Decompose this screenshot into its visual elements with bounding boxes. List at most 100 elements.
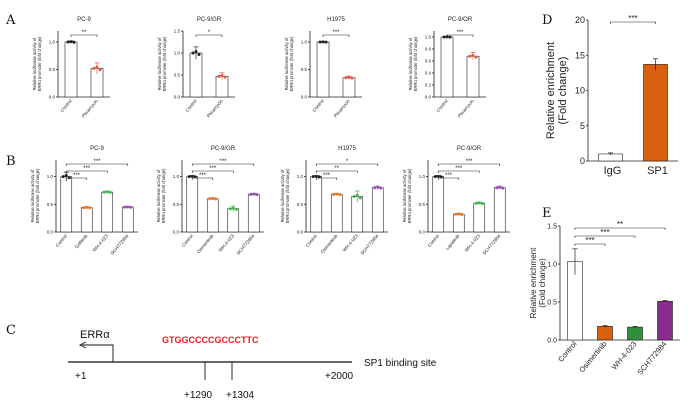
data-point bbox=[474, 55, 478, 59]
y-tick-label: 0 bbox=[580, 156, 585, 166]
gene-label: ERRα bbox=[80, 329, 110, 341]
bar bbox=[80, 207, 93, 233]
sig-bracket bbox=[446, 34, 474, 37]
bar bbox=[247, 194, 260, 233]
bar bbox=[60, 176, 73, 233]
panel-label-d: D bbox=[542, 13, 552, 28]
chart-title: PC-9/OR bbox=[448, 17, 473, 23]
y-tick-label: 1.0 bbox=[301, 40, 308, 45]
chart-e: 0.0 0.5 1.0 1.5 Relative enrichment (Fold cha… bbox=[529, 220, 680, 377]
y-axis-label: (Fold change) bbox=[557, 57, 569, 125]
chart-title: H1975 bbox=[338, 146, 356, 152]
data-point bbox=[208, 197, 212, 201]
sig-bracket bbox=[65, 170, 108, 173]
y-axis-label: ERRα promoter (fold change) bbox=[289, 36, 294, 91]
data-point bbox=[214, 197, 218, 201]
category-label: Lapatinib bbox=[445, 233, 461, 251]
data-point bbox=[358, 196, 362, 200]
category-label: Control bbox=[55, 233, 68, 248]
category-label: WH-4-023 bbox=[342, 233, 360, 253]
y-axis-label: ERRα promoter (fold change) bbox=[161, 168, 166, 223]
category-label: WH-4-023 bbox=[218, 233, 236, 253]
data-point bbox=[123, 205, 127, 209]
category-label: Osimertinib bbox=[320, 233, 339, 254]
chart-b3: 0.0 0.5 1.0 Relative luciferase activity of… bbox=[280, 146, 388, 256]
data-point bbox=[72, 40, 76, 44]
data-point bbox=[211, 197, 215, 201]
bar bbox=[473, 202, 486, 233]
category-label: Osimertinib bbox=[577, 340, 608, 375]
data-point bbox=[85, 205, 89, 209]
category-label: Control bbox=[181, 233, 194, 248]
data-point bbox=[223, 75, 227, 79]
data-point bbox=[471, 53, 475, 57]
y-tick-label: 1.0 bbox=[425, 35, 432, 40]
binding-sequence: GTGGCCCCGCCCTTC bbox=[162, 335, 259, 345]
sig-label: *** bbox=[600, 228, 609, 237]
bar bbox=[371, 187, 384, 233]
data-point bbox=[350, 76, 354, 80]
data-point bbox=[255, 193, 259, 197]
data-point bbox=[67, 176, 71, 180]
chart-title: PC-9 bbox=[90, 146, 104, 152]
category-label: WH-4-023 bbox=[92, 233, 110, 253]
data-point bbox=[234, 207, 238, 211]
y-axis-label: ERRα promoter (fold change) bbox=[413, 36, 418, 91]
chart-title: PC-9/OR bbox=[457, 146, 482, 152]
data-point bbox=[501, 186, 505, 190]
data-point bbox=[66, 40, 70, 44]
y-axis-label: Relative luciferase activity of bbox=[30, 169, 35, 223]
data-point bbox=[442, 35, 446, 39]
bar bbox=[342, 77, 356, 98]
sig-bracket bbox=[574, 243, 606, 246]
data-point bbox=[352, 195, 356, 199]
sig-bracket bbox=[437, 163, 501, 166]
category-label: Plicamycin bbox=[333, 98, 351, 118]
data-point bbox=[231, 206, 235, 210]
y-axis-label: ERRα promoter (fold change) bbox=[162, 36, 167, 91]
y-tick-label: 10 bbox=[575, 86, 585, 96]
data-point bbox=[338, 193, 342, 197]
sig-bracket bbox=[191, 170, 234, 173]
y-tick-label: 1.0 bbox=[49, 40, 56, 45]
y-tick-label: 0.0 bbox=[547, 337, 557, 344]
y-axis-label: (Fold change) bbox=[538, 258, 547, 308]
bar bbox=[101, 191, 114, 233]
data-point bbox=[88, 206, 92, 210]
chart-b4: 0.0 0.5 1.0 Relative luciferase activity of… bbox=[402, 146, 510, 256]
y-axis-label: Relative luciferase activity of bbox=[32, 37, 37, 91]
y-tick-label: 0.0 bbox=[419, 230, 426, 235]
data-point bbox=[108, 190, 112, 194]
sig-label: *** bbox=[456, 30, 464, 36]
category-label: Gefitinib bbox=[74, 233, 89, 249]
data-point bbox=[82, 206, 86, 210]
panel-label-e: E bbox=[542, 206, 552, 221]
sig-label: ** bbox=[82, 30, 87, 36]
category-label: Control bbox=[59, 98, 72, 113]
sig-label: *** bbox=[323, 173, 331, 179]
sig-label: *** bbox=[332, 30, 340, 36]
bar bbox=[627, 326, 643, 341]
sig-label: * bbox=[208, 30, 211, 36]
bar bbox=[227, 208, 240, 233]
data-point bbox=[454, 212, 458, 216]
data-point bbox=[468, 54, 472, 58]
y-tick-label: 1.0 bbox=[47, 174, 54, 179]
data-point bbox=[332, 192, 336, 196]
chart-title: PC-9/GR bbox=[211, 146, 236, 152]
y-tick-label: 1.5 bbox=[174, 29, 181, 34]
data-point bbox=[102, 190, 106, 194]
site-end-label: +1304 bbox=[226, 390, 255, 401]
panel-label-c: C bbox=[6, 323, 16, 338]
sig-label: ** bbox=[334, 166, 339, 172]
sig-bracket bbox=[315, 163, 379, 166]
y-tick-label: 0.5 bbox=[173, 202, 180, 207]
data-point bbox=[105, 190, 109, 194]
pos-start-label: +1 bbox=[75, 371, 87, 382]
promoter-diagram: ERRα GTGGCCCCGCCCTTC SP1 binding site +1… bbox=[68, 329, 437, 401]
category-label: WH-4-023 bbox=[464, 233, 482, 253]
data-point bbox=[433, 175, 437, 179]
y-tick-label: 1.0 bbox=[174, 51, 181, 56]
bar bbox=[121, 206, 134, 233]
category-label: Plicamycin bbox=[206, 98, 224, 118]
